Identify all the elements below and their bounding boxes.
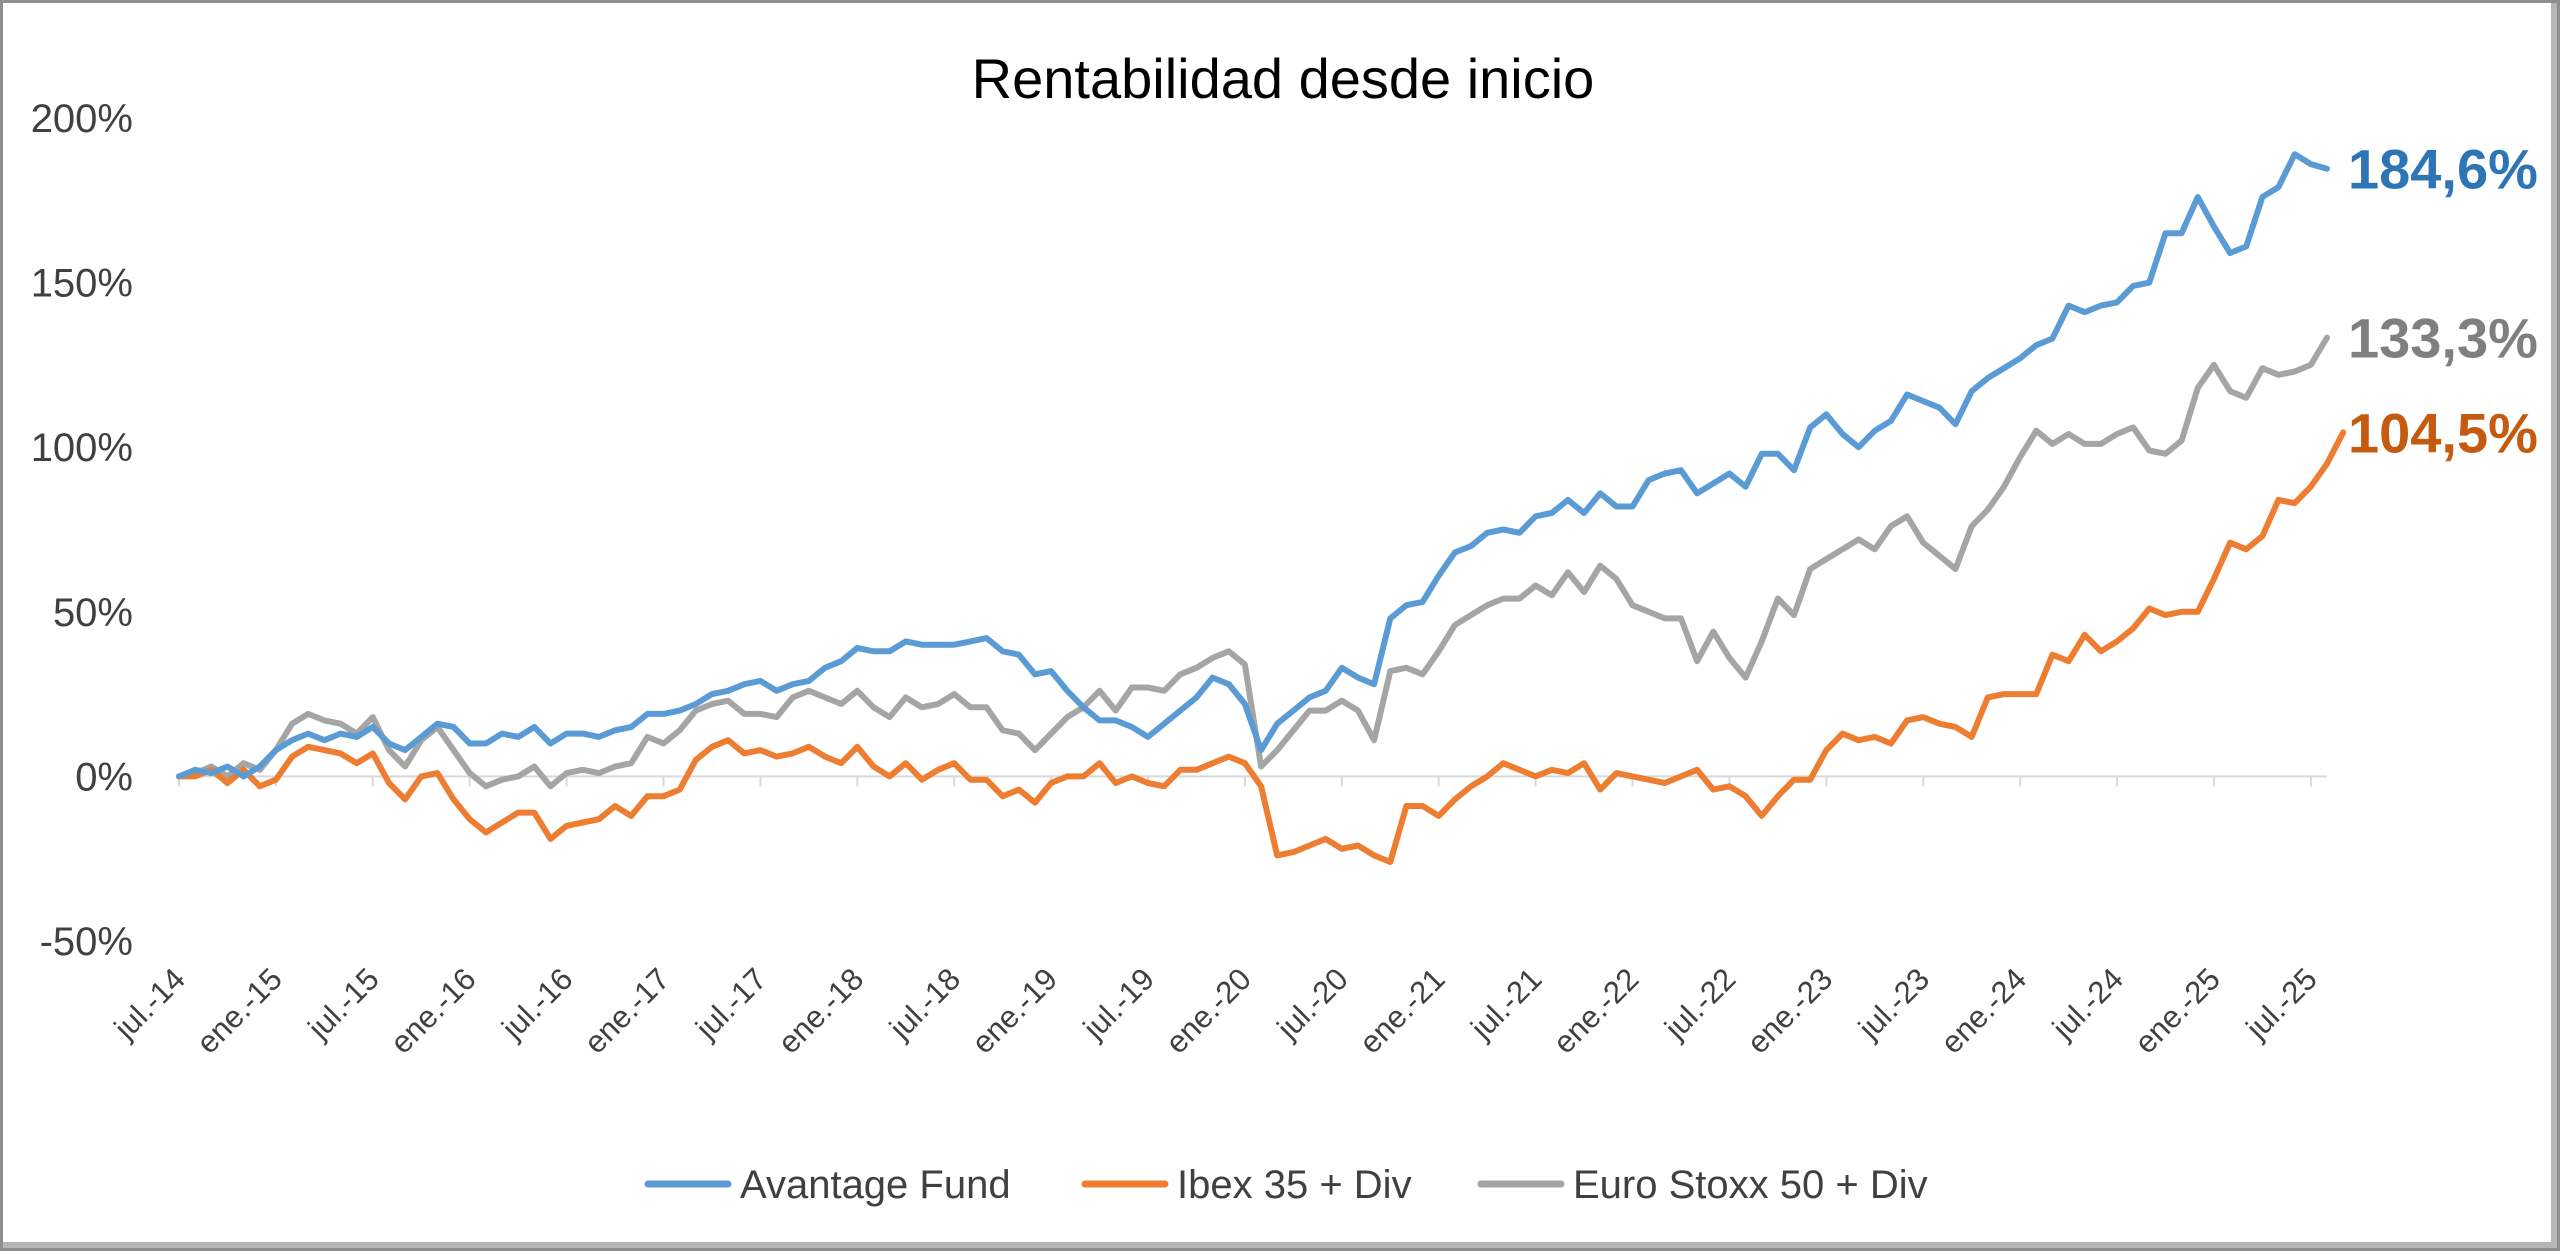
y-tick-label: 50%: [53, 591, 133, 635]
x-tick-label: ene.-24: [1934, 961, 2033, 1060]
x-tick-label: ene.-17: [577, 961, 676, 1060]
x-tick-label: ene.-25: [2128, 961, 2227, 1060]
chart-title: Rentabilidad desde inicio: [972, 47, 1595, 110]
x-tick-label: jul.-25: [2239, 961, 2324, 1046]
end-label-avantage: 184,6%: [2348, 138, 2538, 201]
x-tick-label: jul.-19: [1076, 961, 1161, 1046]
x-tick-label: jul.-24: [2045, 961, 2130, 1046]
y-tick-label: 100%: [31, 426, 133, 470]
x-tick-label: ene.-23: [1740, 961, 1839, 1060]
y-tick-label: 200%: [31, 97, 133, 141]
x-tick-label: ene.-15: [190, 961, 289, 1060]
x-tick-label: jul.-23: [1851, 961, 1936, 1046]
end-labels: 184,6% 104,5% 133,3%: [2348, 138, 2538, 465]
series-layer: [176, 151, 2347, 865]
end-label-eurostoxx: 133,3%: [2348, 307, 2538, 370]
x-tick-label: ene.-20: [1159, 961, 1258, 1060]
end-label-ibex: 104,5%: [2348, 401, 2538, 464]
x-tick-label: jul.-22: [1657, 961, 1742, 1046]
x-tick-label: jul.-18: [882, 961, 967, 1046]
x-tick-label: ene.-22: [1546, 961, 1645, 1060]
x-tick-label: jul.-17: [688, 961, 773, 1046]
x-tick-label: jul.-15: [301, 961, 386, 1046]
line-chart: Rentabilidad desde inicio -50% 0% 50% 100% 1…: [31, 47, 2538, 1207]
x-tick-label: ene.-18: [771, 961, 870, 1060]
x-tick-label: jul.-21: [1463, 961, 1548, 1046]
legend-label: Avantage Fund: [740, 1163, 1011, 1207]
legend-label: Euro Stoxx 50 + Div: [1573, 1163, 1928, 1207]
x-tick-label: jul.-14: [107, 961, 192, 1046]
y-tick-label: 150%: [31, 262, 133, 306]
legend-label: Ibex 35 + Div: [1177, 1163, 1412, 1207]
x-tick-label: jul.-16: [494, 961, 579, 1046]
series-line-euro-stoxx-50-div: [176, 334, 2330, 790]
x-tick-label: ene.-21: [1353, 961, 1452, 1060]
legend: Avantage Fund Ibex 35 + Div Euro Stoxx 50 …: [644, 1163, 1928, 1207]
y-tick-label: 0%: [75, 755, 133, 799]
x-tick-label: jul.-20: [1270, 961, 1355, 1046]
series-line-ibex-35-div: [176, 429, 2347, 865]
x-tick-label: ene.-16: [384, 961, 483, 1060]
series-line-avantage-fund: [176, 151, 2330, 780]
x-tick-label: ene.-19: [965, 961, 1064, 1060]
y-tick-label: -50%: [40, 920, 133, 964]
y-axis: -50% 0% 50% 100% 150% 200%: [31, 97, 133, 964]
